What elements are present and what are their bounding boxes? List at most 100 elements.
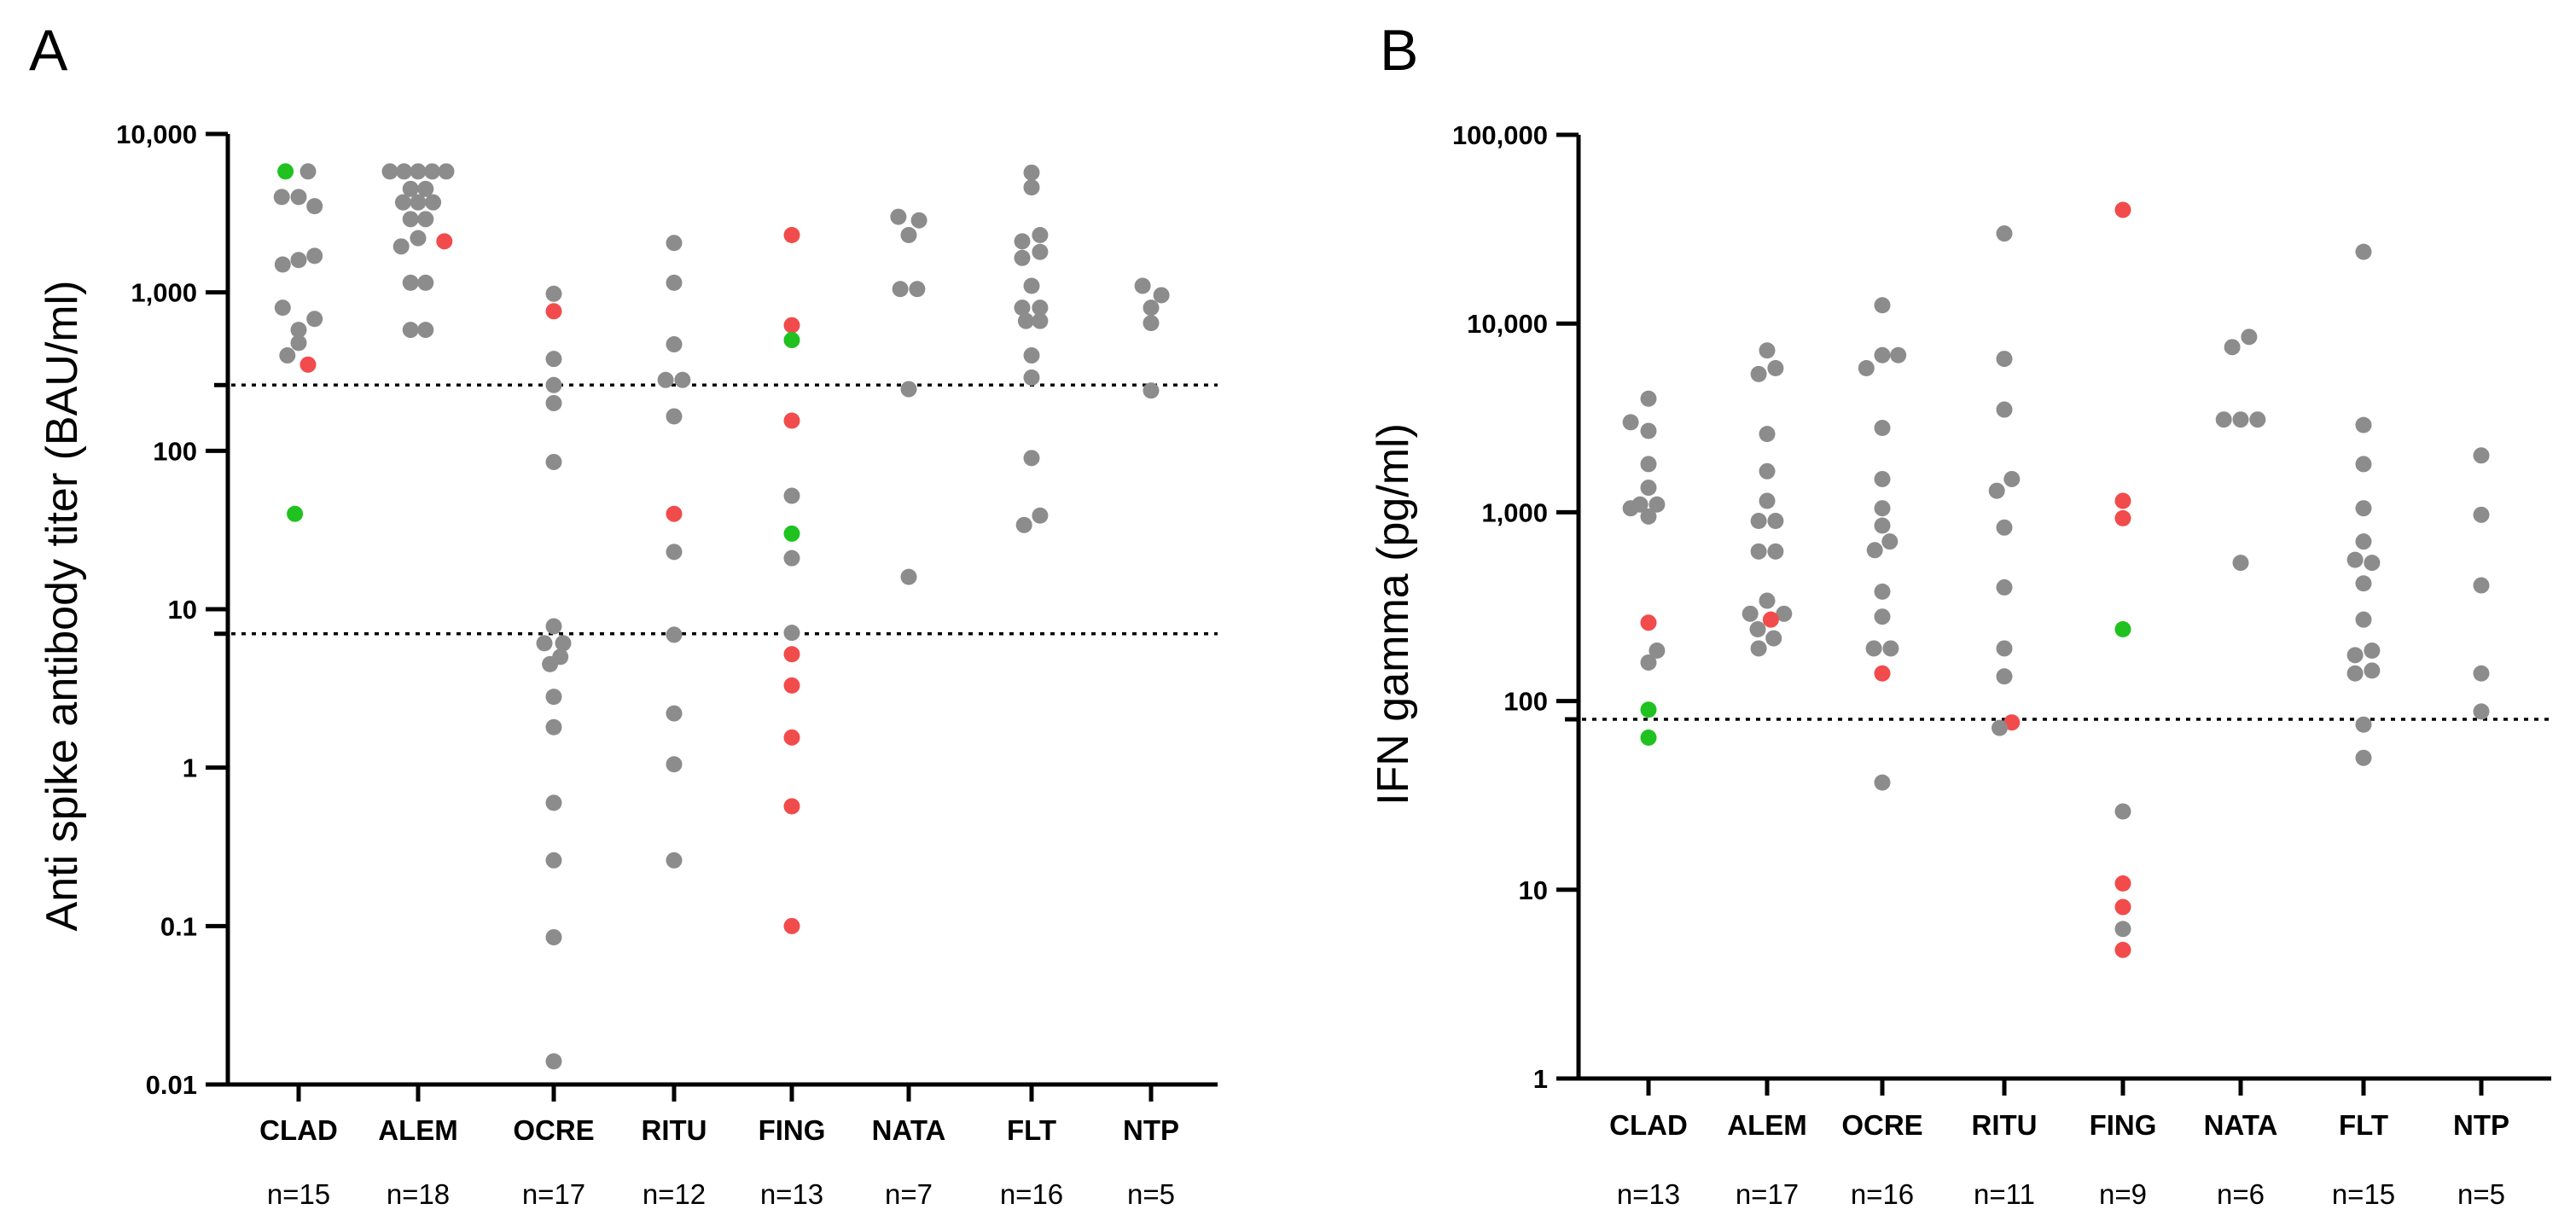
panel-a-data-point-grey bbox=[783, 625, 800, 642]
panel-a-data-point-grey bbox=[393, 238, 410, 255]
panel-b-data-point-grey bbox=[1874, 297, 1891, 314]
panel-a-data-point-grey bbox=[1015, 516, 1032, 533]
panel-a-data-point-grey bbox=[666, 852, 683, 869]
panel-b-data-point-grey bbox=[1996, 579, 2013, 596]
panel-b-data-point-grey bbox=[2114, 803, 2131, 820]
panel-a-n-label: n=17 bbox=[522, 1178, 585, 1210]
panel-b-data-point-grey bbox=[1776, 605, 1793, 622]
panel-a-data-point-green bbox=[783, 332, 800, 349]
panel-a-data-point-grey bbox=[900, 568, 917, 585]
panel-b-data-point-grey bbox=[1750, 640, 1767, 657]
panel-a-data-point-grey bbox=[274, 299, 291, 317]
panel-b-data-point-red bbox=[2003, 714, 2021, 731]
panel-b-data-point-grey bbox=[1640, 480, 1657, 497]
panel-b-category-label: RITU bbox=[1972, 1109, 2038, 1141]
panel-b-data-point-green bbox=[2114, 620, 2131, 637]
panel-a-data-point-grey bbox=[674, 371, 691, 388]
panel-a-data-point-grey bbox=[410, 163, 427, 180]
panel-b-data-point-grey bbox=[2473, 577, 2490, 594]
panel-b-category-labels: CLAD n=13 ALEM n=17 OCRE n=16 RITU n=11 FING n=9 N… bbox=[1609, 1079, 2509, 1210]
panel-a-data-point-grey bbox=[417, 322, 434, 339]
panel-a-category-label: CLAD bbox=[259, 1114, 338, 1146]
panel-a-data-point-red bbox=[666, 505, 683, 522]
panel-b-data-point-red bbox=[1762, 611, 1779, 628]
panel-a-data-point-grey bbox=[306, 198, 323, 215]
panel-a-data-point-grey bbox=[290, 252, 307, 269]
panel-a-data-point-grey bbox=[1023, 277, 1040, 294]
panel-a-data-point-grey bbox=[783, 487, 800, 504]
panel-a-reference-lines bbox=[231, 383, 1218, 636]
panel-b-data-point-grey bbox=[1649, 642, 1666, 660]
panel-a-data-point-grey bbox=[900, 381, 917, 398]
panel-b-data-point-red bbox=[2114, 492, 2131, 509]
panel-b-y-tick-label: 10 bbox=[1519, 875, 1548, 905]
panel-b-data-point-grey bbox=[1992, 719, 2008, 736]
panel-a-y-tick-label: 10,000 bbox=[116, 119, 197, 149]
panel-a-data-point-grey bbox=[545, 1053, 562, 1070]
panel-b-data-point-grey bbox=[1988, 482, 2005, 499]
panel-b-data-point-red bbox=[2114, 898, 2131, 916]
panel-b-y-tick-label: 100 bbox=[1503, 687, 1548, 717]
panel-b-data-point-grey bbox=[2346, 647, 2364, 664]
panel-a-data-point-grey bbox=[1032, 312, 1049, 329]
panel-b-data-point-grey bbox=[1622, 414, 1639, 431]
panel-b-data-point-green bbox=[1640, 701, 1657, 718]
panel-b-data-point-grey bbox=[1767, 360, 1784, 377]
panel-b-data-point-grey bbox=[1996, 668, 2013, 685]
panel-b-data-point-grey bbox=[1890, 346, 1907, 363]
panel-b-category-label: ALEM bbox=[1727, 1109, 1807, 1141]
panel-b-data-point-grey bbox=[1874, 500, 1891, 517]
panel-a-y-tick-label: 0.01 bbox=[146, 1070, 197, 1100]
panel-b-data-point-grey bbox=[2473, 703, 2490, 720]
panel-a-category-label: FLT bbox=[1007, 1114, 1056, 1146]
panel-a-data-point-grey bbox=[1032, 507, 1049, 524]
panel-b-data-point-grey bbox=[2355, 716, 2372, 733]
panel-b-data-point-grey bbox=[2249, 411, 2266, 428]
panel-b-n-label: n=5 bbox=[2457, 1178, 2505, 1210]
panel-b-data-point-grey bbox=[2473, 447, 2490, 464]
panel-a-data-point-green bbox=[783, 525, 800, 542]
panel-b-data-point-red bbox=[1874, 665, 1891, 682]
panel-a-data-point-grey bbox=[1032, 243, 1049, 260]
panel-a-data-point-grey bbox=[290, 334, 307, 352]
panel-a-data-point-grey bbox=[666, 544, 683, 561]
panel-a-data-point-red bbox=[545, 303, 562, 320]
panel-a-y-tick-label: 0.1 bbox=[160, 911, 197, 941]
panel-a-category-label: ALEM bbox=[378, 1114, 458, 1146]
panel-b-data-point-grey bbox=[1759, 492, 1776, 509]
panel-b-data-point-grey bbox=[1750, 543, 1767, 560]
panel-b-data-point-grey bbox=[2232, 555, 2249, 572]
panel-a-data-point-grey bbox=[417, 274, 434, 291]
panel-a-data-point-grey bbox=[306, 247, 323, 265]
panel-a-data-point-grey bbox=[545, 689, 562, 706]
panel-b-data-point-grey bbox=[1996, 401, 2013, 418]
panel-a-data-point-red bbox=[783, 227, 800, 244]
panel-b-data-point-grey bbox=[1996, 351, 2013, 368]
panel-a-data-point-grey bbox=[381, 163, 398, 180]
panel-b-data-point-grey bbox=[1640, 508, 1657, 525]
panel-b-y-tick-label: 10,000 bbox=[1467, 309, 1548, 339]
panel-a-y-tick-label: 1 bbox=[183, 753, 197, 783]
panel-a-data-point-grey bbox=[1032, 299, 1049, 317]
panel-b-data-point-grey bbox=[2232, 411, 2249, 428]
panel-b-data-point-grey bbox=[1640, 456, 1657, 473]
panel-a-data-point-grey bbox=[536, 635, 553, 652]
panel-b-category-label: CLAD bbox=[1609, 1109, 1688, 1141]
panel-a-data-point-grey bbox=[666, 756, 683, 773]
panel-a-data-point-grey bbox=[394, 194, 411, 211]
panel-a-n-label: n=7 bbox=[885, 1178, 933, 1210]
panel-b-data-point-grey bbox=[2355, 611, 2372, 628]
panel-b-data-point-grey bbox=[1874, 774, 1891, 791]
panel-a-data-point-grey bbox=[279, 347, 296, 364]
panel-a-data-point-grey bbox=[666, 705, 683, 722]
panel-b-data-point-grey bbox=[1874, 419, 1891, 436]
panel-b-data-point-grey bbox=[2241, 329, 2258, 346]
panel-a-data-point-grey bbox=[402, 211, 419, 228]
panel-b-y-axis-title: IFN gamma (pg/ml) bbox=[1369, 423, 1418, 805]
panel-a-data-point-grey bbox=[1023, 450, 1040, 467]
panel-a-data-point-grey bbox=[909, 281, 926, 298]
panel-a-data-point-grey bbox=[410, 194, 427, 211]
panel-b-y-tick-label: 100,000 bbox=[1452, 120, 1548, 150]
panel-a-data-point-red bbox=[783, 729, 800, 746]
